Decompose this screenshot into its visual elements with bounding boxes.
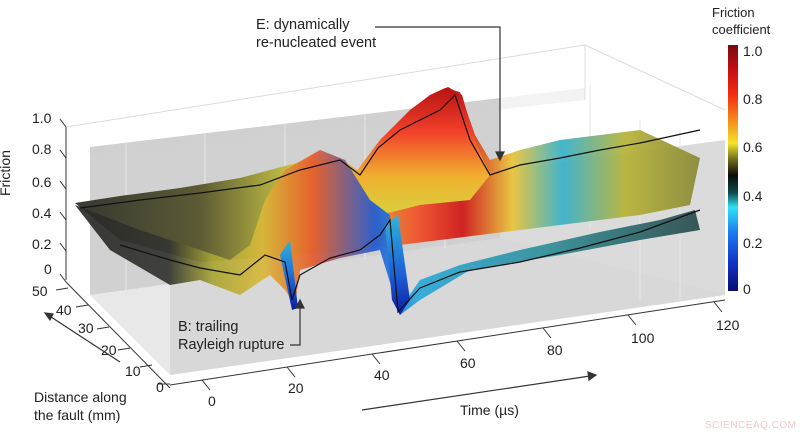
annotation-b-line2: Rayleigh rupture — [178, 337, 285, 353]
annotation-arrows — [43, 26, 598, 411]
z-tick-0.4: 0.4 — [32, 205, 52, 221]
annotation-e-line2: re-nucleated event — [256, 35, 377, 51]
z-tick-0.6: 0.6 — [32, 174, 52, 190]
y-tick-10: 10 — [125, 363, 141, 379]
x-tick-0: 0 — [208, 393, 216, 409]
x-tick-20: 20 — [288, 380, 304, 396]
z-tick-0.2: 0.2 — [32, 236, 52, 252]
x-tick-40: 40 — [374, 367, 390, 383]
colorbar — [728, 45, 738, 291]
colorbar-tick-0.8: 0.8 — [743, 91, 763, 107]
colorbar-tick-0.2: 0.2 — [743, 235, 763, 251]
x-axis-label: Time (µs) — [460, 402, 519, 418]
y-axis-label-line1: Distance along — [34, 389, 127, 405]
x-tick-80: 80 — [547, 342, 563, 358]
colorbar-tick-1.0: 1.0 — [743, 43, 763, 59]
y-tick-40: 40 — [56, 302, 72, 318]
y-tick-50: 50 — [32, 283, 48, 299]
z-tick-1.0: 1.0 — [32, 110, 52, 126]
colorbar-tick-0: 0 — [743, 281, 751, 297]
z-tick-0: 0 — [44, 261, 52, 277]
annotation-e-line1: E: dynamically — [256, 17, 350, 33]
colorbar-title-line1: Friction — [712, 5, 755, 20]
y-tick-30: 30 — [78, 320, 94, 336]
y-tick-20: 20 — [101, 342, 117, 358]
x-tick-100: 100 — [631, 330, 655, 346]
y-axis-label-line2: the fault (mm) — [34, 407, 121, 423]
x-tick-120: 120 — [716, 317, 740, 333]
annotation-b-line1: B: trailing — [178, 319, 239, 335]
colorbar-tick-0.6: 0.6 — [743, 139, 763, 155]
friction-surface — [75, 87, 701, 315]
z-axis-label: Friction — [0, 150, 13, 196]
colorbar-title-line2: coefficient — [712, 22, 771, 37]
colorbar-tick-0.4: 0.4 — [743, 188, 763, 204]
z-tick-0.8: 0.8 — [32, 141, 52, 157]
x-tick-60: 60 — [460, 355, 476, 371]
watermark: SCIENCEAQ.COM — [705, 420, 797, 431]
y-tick-0: 0 — [156, 379, 164, 395]
